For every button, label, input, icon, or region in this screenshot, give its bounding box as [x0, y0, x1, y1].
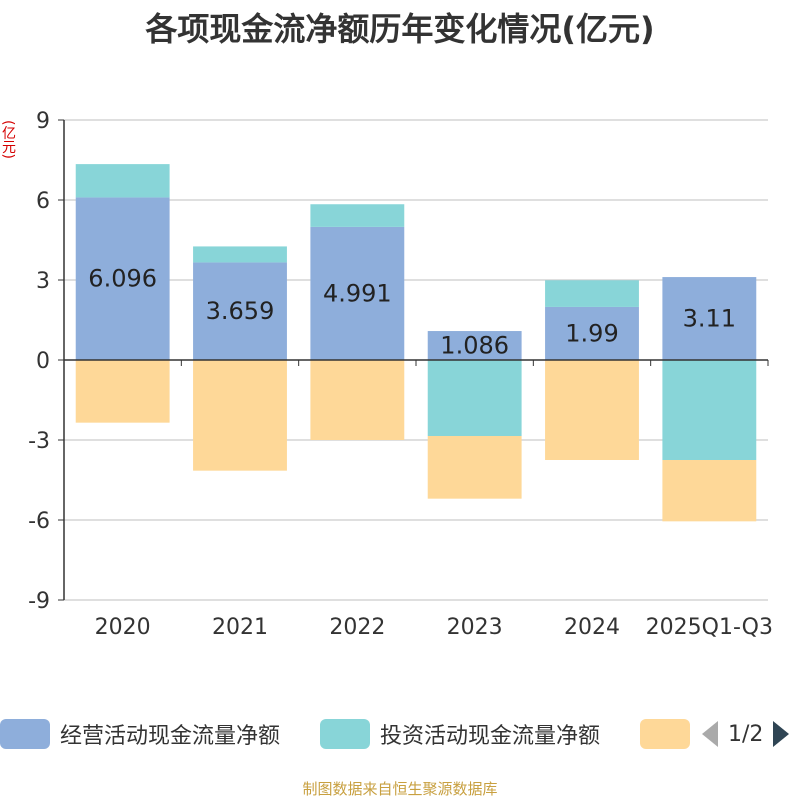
y-tick-label: 3: [36, 269, 50, 294]
y-tick-label: 6: [36, 189, 50, 214]
bar-data-label: 3.659: [206, 297, 275, 325]
pager-next-icon[interactable]: [771, 719, 791, 749]
x-tick-label: 2024: [564, 615, 620, 640]
legend-item-investing[interactable]: 投资活动现金流量净额: [320, 712, 600, 756]
legend: 经营活动现金流量净额 投资活动现金流量净额: [0, 712, 800, 756]
bar-chart: 9 6 3 0 -3 -6 -9 6.096 3.659 4.991 1.086 1.99 3.11 20…: [28, 109, 773, 640]
bar-segment-series-0: [545, 306, 639, 360]
x-tick-label: 2023: [447, 615, 503, 640]
legend-item-financing[interactable]: [640, 712, 700, 756]
x-tick-label: 2020: [95, 615, 151, 640]
y-axis-unit: (亿元): [0, 120, 16, 159]
bar-segment-series-2: [427, 436, 522, 499]
bar-segment-series-1: [75, 164, 170, 198]
legend-item-operating[interactable]: 经营活动现金流量净额: [0, 712, 280, 756]
data-source-note: 制图数据来自恒生聚源数据库: [302, 780, 498, 798]
bar-segment-series-1: [310, 204, 405, 227]
bar-segment-series-2: [75, 360, 170, 423]
bar-segment-series-0: [427, 331, 522, 360]
y-tick-label: -3: [28, 429, 50, 454]
bar-segment-series-2: [545, 360, 639, 460]
legend-swatch-financing: [640, 719, 690, 749]
legend-label-operating: 经营活动现金流量净额: [60, 724, 281, 749]
legend-label-investing: 投资活动现金流量净额: [380, 724, 601, 749]
legend-swatch-operating: [0, 719, 50, 749]
bar-data-label: 1.99: [565, 319, 618, 347]
y-tick-label: 9: [36, 109, 50, 134]
y-tick-label: -6: [28, 509, 50, 534]
bar-data-label: 6.096: [88, 265, 157, 293]
bar-segment-series-2: [310, 360, 405, 440]
bar-segment-series-0: [193, 262, 287, 360]
bar-segment-series-1: [193, 246, 287, 263]
bar-segment-series-1: [427, 360, 522, 436]
pager-prev-icon[interactable]: [700, 719, 720, 749]
bar-data-label: 3.11: [683, 305, 736, 333]
x-tick-label: 2025Q1-Q3: [646, 615, 773, 640]
bar-data-label: 1.086: [440, 332, 509, 360]
legend-pager: 1/2: [700, 712, 791, 756]
y-tick-label: 0: [36, 349, 50, 374]
legend-swatch-investing: [320, 719, 370, 749]
bar-segment-series-0: [662, 277, 757, 360]
bar-segment-series-1: [545, 280, 639, 307]
bar-segment-series-1: [662, 360, 757, 460]
bar-segment-series-0: [75, 197, 170, 360]
bar-segment-series-2: [193, 360, 287, 471]
x-tick-label: 2021: [212, 615, 268, 640]
x-tick-label: 2022: [329, 615, 385, 640]
bar-segment-series-2: [662, 460, 757, 522]
bar-data-label: 4.991: [323, 279, 392, 307]
y-tick-label: -9: [28, 589, 50, 614]
chart-title: 各项现金流净额历年变化情况(亿元): [145, 10, 655, 48]
pager-page-indicator: 1/2: [728, 721, 764, 747]
bar-segment-series-0: [310, 226, 405, 360]
